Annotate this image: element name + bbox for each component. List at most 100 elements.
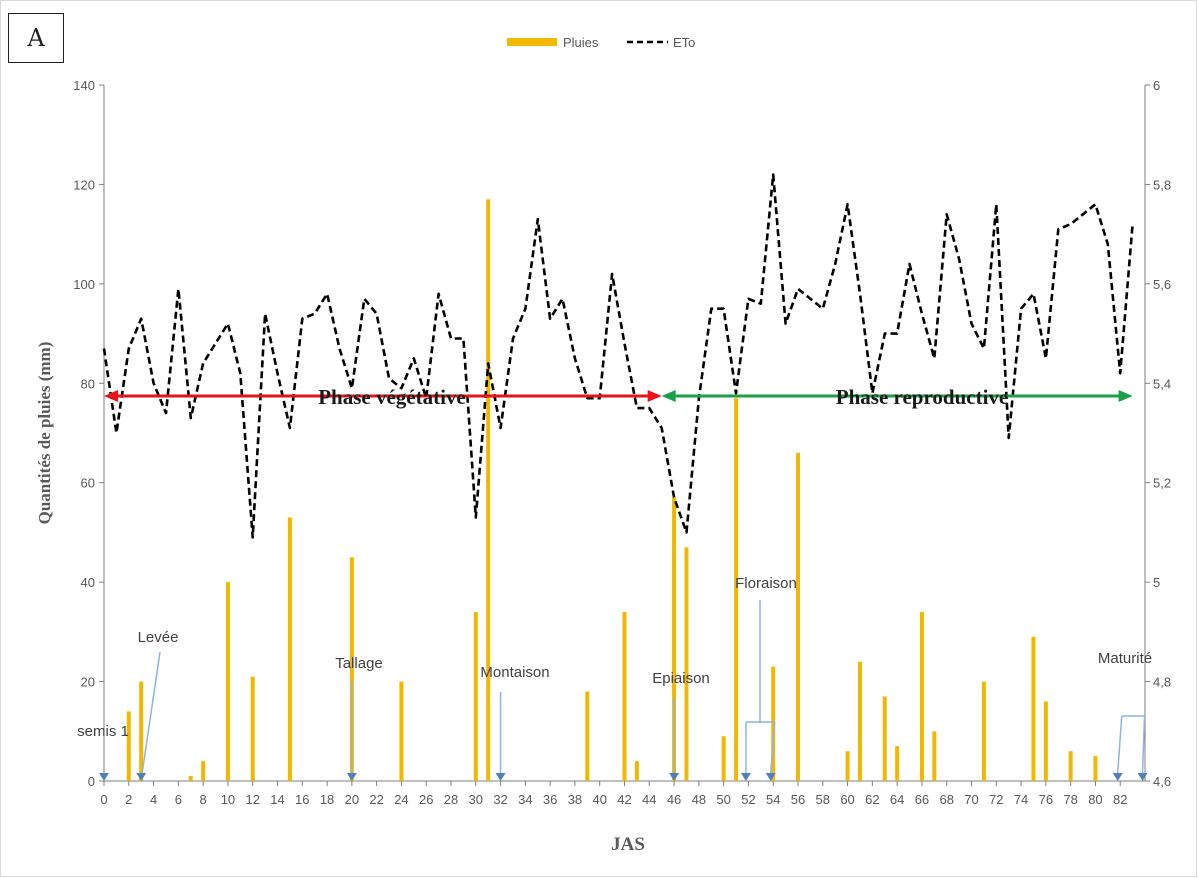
phase-label: Phase végétative (318, 385, 466, 409)
stage-arrow-head (1112, 773, 1123, 781)
stage-label: semis 1 (77, 723, 129, 740)
stage-arrow-head (765, 773, 776, 781)
bar-pluies (287, 517, 292, 781)
x-tick-label: 16 (295, 792, 309, 807)
x-tick-label: 48 (692, 792, 706, 807)
x-tick-label: 56 (791, 792, 805, 807)
bar-pluies (796, 452, 800, 781)
bar-pluies (225, 582, 230, 781)
x-tick-label: 34 (518, 792, 532, 807)
x-tick-label: 64 (890, 792, 904, 807)
x-tick-label: 26 (419, 792, 433, 807)
phase-arrow-head-right (1118, 390, 1133, 402)
bar-pluies (349, 557, 354, 781)
x-tick-label: 78 (1063, 792, 1077, 807)
bar-pluies (721, 736, 726, 781)
phase-arrow-head-right (647, 390, 662, 402)
x-tick-label: 52 (741, 792, 755, 807)
stage-arrow-head (495, 773, 506, 781)
y2-tick-label: 4,8 (1153, 675, 1171, 690)
x-tick-label: 74 (1014, 792, 1028, 807)
x-tick-label: 68 (939, 792, 953, 807)
x-tick-label: 2 (125, 792, 132, 807)
x-tick-label: 22 (369, 792, 383, 807)
line-eto (102, 173, 1134, 539)
bar-pluies (188, 776, 193, 781)
bar-pluies (882, 696, 887, 781)
x-tick-label: 12 (245, 792, 259, 807)
legend-label-pluies: Pluies (563, 35, 599, 50)
stage-arrow-head (740, 773, 751, 781)
bar-pluies (1093, 756, 1098, 781)
stage-arrow-line (1116, 715, 1123, 774)
panel-label: A (8, 13, 64, 63)
x-tick-label: 40 (592, 792, 606, 807)
x-tick-label: 18 (320, 792, 334, 807)
stage-label: Montaison (480, 664, 549, 681)
x-tick-label: 4 (150, 792, 157, 807)
stage-arrow-line (769, 721, 776, 774)
bar-pluies (201, 761, 206, 781)
y2-tick-label: 5,8 (1153, 177, 1171, 192)
y-tick-label: 60 (81, 476, 95, 491)
bar-pluies (932, 731, 937, 781)
bar-series-pluies (126, 199, 1098, 782)
x-tick-label: 70 (964, 792, 978, 807)
x-tick-label: 0 (100, 792, 107, 807)
x-tick-label: 30 (469, 792, 483, 807)
y-tick-label: 0 (88, 774, 95, 789)
y-axis-title: Quantités de pluies (mm) (35, 342, 54, 525)
y2-tick-label: 5,4 (1153, 376, 1171, 391)
x-tick-label: 54 (766, 792, 780, 807)
bar-pluies (672, 497, 677, 781)
x-tick-label: 82 (1113, 792, 1127, 807)
x-tick-label: 8 (200, 792, 207, 807)
x-tick-label: 42 (617, 792, 631, 807)
phase-label: Phase reproductive (836, 385, 1008, 409)
y2-tick-label: 5 (1153, 575, 1160, 590)
y-tick-label: 100 (73, 277, 95, 292)
stage-arrow-head (99, 773, 109, 781)
bar-pluies (734, 398, 739, 781)
phase-arrow (104, 390, 662, 402)
stage-label: Levée (138, 629, 179, 646)
bar-pluies (585, 691, 590, 781)
x-tick-label: 36 (543, 792, 557, 807)
stage-arrow-head (346, 773, 357, 781)
bar-pluies (1043, 701, 1048, 781)
legend: Pluies ETo (507, 35, 695, 50)
phase-arrow-head-left (661, 390, 676, 402)
y-tick-label: 20 (81, 675, 95, 690)
bar-pluies (845, 751, 850, 781)
y2-tick-label: 5,2 (1153, 476, 1171, 491)
y-tick-label: 80 (81, 376, 95, 391)
y2-tick-label: 4,6 (1153, 774, 1171, 789)
stage-label: Tallage (335, 655, 383, 672)
legend-label-eto: ETo (673, 35, 695, 50)
stage-arrow-line (1141, 715, 1146, 774)
stage-arrow-head (1137, 773, 1148, 781)
bar-pluies (684, 547, 689, 781)
x-tick-label: 80 (1088, 792, 1102, 807)
bar-pluies (1031, 636, 1036, 781)
x-tick-label: 66 (915, 792, 929, 807)
legend-swatch-pluies (507, 38, 557, 46)
bar-pluies (139, 681, 144, 781)
stage-label: Maturité (1098, 650, 1152, 667)
x-tick-label: 28 (444, 792, 458, 807)
x-tick-label: 44 (642, 792, 656, 807)
bar-pluies (981, 681, 986, 781)
x-tick-label: 38 (568, 792, 582, 807)
stage-arrow-line (141, 651, 161, 774)
stage-arrow-head (669, 773, 680, 781)
phase-arrow (661, 390, 1133, 402)
y2-tick-label: 5,6 (1153, 277, 1171, 292)
x-tick-label: 76 (1039, 792, 1053, 807)
x-tick-label: 14 (270, 792, 284, 807)
bar-pluies (1068, 751, 1073, 781)
x-tick-label: 24 (394, 792, 408, 807)
x-tick-label: 72 (989, 792, 1003, 807)
